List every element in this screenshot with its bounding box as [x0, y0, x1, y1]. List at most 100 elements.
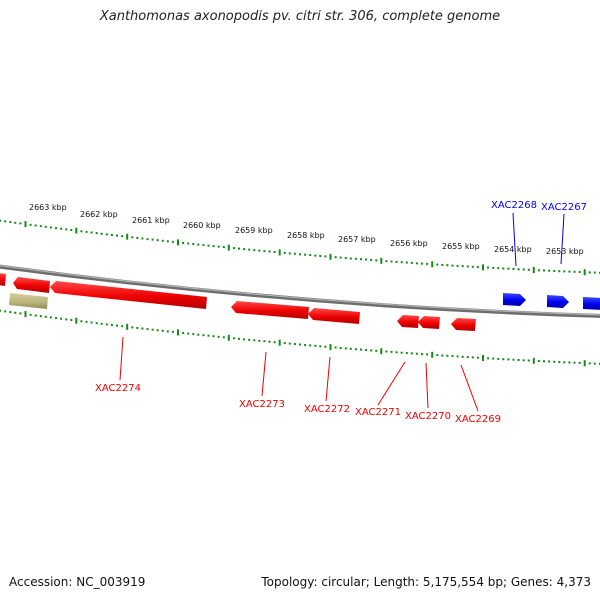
minor-tick	[110, 324, 113, 326]
gene-arrow-XAC2270[interactable]	[418, 316, 440, 329]
minor-tick	[263, 250, 266, 253]
minor-tick	[192, 243, 195, 245]
minor-tick	[197, 333, 200, 336]
minor-tick	[558, 361, 561, 363]
gene-arrow-XAC2274[interactable]	[50, 281, 207, 309]
gene-label-XAC2271[interactable]: XAC2271	[355, 407, 401, 418]
scale-label: 2663 kbp	[29, 203, 67, 212]
minor-tick	[512, 358, 515, 361]
minor-tick	[349, 347, 352, 350]
minor-tick	[598, 271, 600, 274]
minor-tick	[487, 357, 490, 360]
minor-tick	[395, 260, 398, 263]
minor-tick	[421, 353, 423, 356]
minor-tick	[410, 261, 413, 264]
gene-label-XAC2273[interactable]: XAC2273	[239, 399, 285, 410]
minor-tick	[390, 350, 393, 353]
scale-label: 2653 kbp	[546, 247, 584, 256]
minor-tick	[9, 311, 12, 314]
feature-block[interactable]	[9, 293, 48, 309]
minor-tick	[314, 344, 317, 347]
minor-tick	[563, 270, 566, 273]
scale-label: 2655 kbp	[442, 242, 480, 251]
minor-tick	[90, 231, 93, 234]
minor-tick	[253, 339, 256, 342]
minor-tick	[400, 261, 403, 264]
minor-tick	[131, 236, 134, 239]
gene-label-XAC2274[interactable]: XAC2274	[95, 383, 141, 394]
major-tick	[278, 339, 281, 346]
minor-tick	[522, 268, 525, 271]
minor-tick	[146, 328, 149, 331]
minor-tick	[370, 349, 373, 352]
minor-tick	[39, 225, 42, 228]
major-tick	[482, 355, 484, 361]
minor-tick	[95, 232, 98, 235]
minor-tick	[375, 259, 378, 262]
minor-tick	[217, 335, 220, 338]
scale-label: 2657 kbp	[338, 235, 376, 244]
major-tick	[532, 267, 535, 273]
minor-tick	[578, 361, 581, 364]
minor-tick	[4, 220, 7, 223]
minor-tick	[100, 232, 103, 235]
minor-tick	[492, 357, 495, 360]
minor-tick	[4, 310, 7, 313]
major-tick	[583, 269, 586, 276]
minor-tick	[85, 320, 88, 323]
gene-arrow-XAC2269[interactable]	[451, 318, 476, 331]
minor-tick	[593, 362, 596, 365]
minor-tick	[385, 350, 388, 353]
minor-tick	[512, 268, 515, 270]
minor-tick	[522, 359, 525, 362]
minor-tick	[456, 264, 459, 267]
minor-tick	[268, 340, 271, 343]
gene-label-XAC2267[interactable]: XAC2267	[541, 202, 587, 213]
minor-tick	[212, 335, 215, 338]
minor-tick	[34, 224, 37, 227]
major-tick	[177, 329, 179, 336]
minor-tick	[131, 326, 134, 329]
gene-arrow-XAC2273[interactable]	[231, 301, 309, 319]
topology-summary: Topology: circular; Length: 5,175,554 bp…	[261, 575, 591, 589]
minor-tick	[44, 225, 47, 228]
minor-tick	[543, 360, 545, 363]
gene-arrow-unlabeled[interactable]	[13, 277, 50, 293]
gene-arrow-XAC2271[interactable]	[397, 315, 419, 328]
scale-label: 2660 kbp	[183, 221, 221, 230]
major-tick	[583, 360, 586, 367]
scale-label: 2661 kbp	[132, 216, 170, 225]
minor-tick	[375, 349, 378, 352]
minor-tick	[456, 355, 459, 358]
minor-tick	[421, 262, 423, 265]
minor-tick	[116, 324, 118, 327]
minor-tick	[0, 219, 2, 222]
minor-tick	[55, 227, 57, 230]
minor-tick	[400, 351, 403, 354]
gene-arrow-XAC2267[interactable]	[547, 295, 569, 308]
gene-label-XAC2272[interactable]: XAC2272	[304, 404, 350, 415]
minor-tick	[243, 338, 246, 341]
minor-tick	[238, 337, 240, 340]
minor-tick	[146, 238, 149, 241]
genome-backbone	[0, 264, 600, 318]
minor-tick	[70, 229, 73, 231]
minor-tick	[360, 258, 362, 261]
minor-tick	[258, 339, 261, 342]
minor-tick	[354, 257, 357, 260]
gene-arrow-partial[interactable]	[0, 273, 6, 286]
minor-tick	[385, 260, 388, 263]
minor-tick	[14, 221, 17, 224]
gene-arrow-XAC2268[interactable]	[503, 293, 526, 306]
minor-tick	[502, 358, 505, 361]
gene-label-XAC2269[interactable]: XAC2269	[455, 414, 501, 425]
genome-title: Xanthomonas axonopodis pv. citri str. 30…	[99, 9, 501, 24]
minor-tick	[273, 251, 276, 253]
minor-tick	[248, 248, 251, 251]
gene-label-XAC2268[interactable]: XAC2268	[491, 200, 537, 211]
gene-arrow-partial-right[interactable]	[583, 297, 600, 310]
minor-tick	[55, 317, 57, 320]
gene-arrow-XAC2272[interactable]	[308, 308, 360, 324]
gene-label-XAC2270[interactable]: XAC2270	[405, 411, 451, 422]
